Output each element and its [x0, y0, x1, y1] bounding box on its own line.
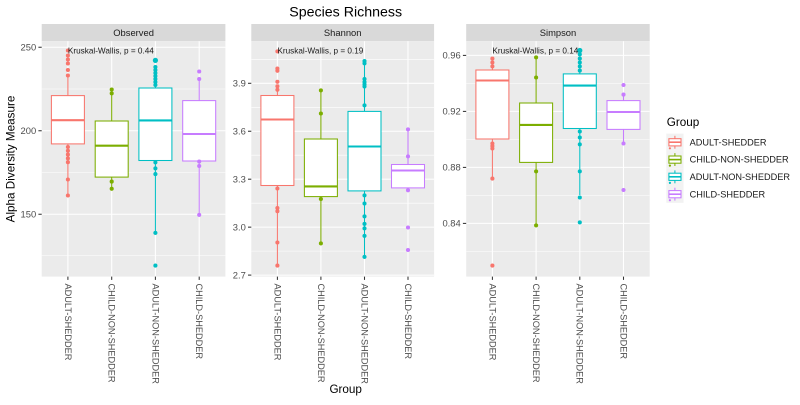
- svg-text:Group: Group: [667, 116, 700, 129]
- svg-text:Alpha Diversity Measure: Alpha Diversity Measure: [4, 96, 17, 223]
- svg-text:CHILD-SHEDDER: CHILD-SHEDDER: [403, 284, 413, 360]
- svg-text:3.6: 3.6: [233, 125, 246, 136]
- svg-text:ADULT-SHEDDER: ADULT-SHEDDER: [487, 284, 497, 361]
- svg-text:Group: Group: [329, 383, 362, 396]
- svg-text:250: 250: [21, 41, 37, 52]
- svg-text:Kruskal-Wallis, p = 0.14: Kruskal-Wallis, p = 0.14: [492, 47, 578, 56]
- svg-text:ADULT-NON-SHEDDER: ADULT-NON-SHEDDER: [359, 284, 369, 385]
- svg-text:0.88: 0.88: [442, 162, 460, 173]
- svg-text:ADULT-SHEDDER: ADULT-SHEDDER: [272, 284, 282, 361]
- svg-text:CHILD-NON-SHEDDER: CHILD-NON-SHEDDER: [690, 155, 789, 165]
- svg-text:Species Richness: Species Richness: [289, 5, 402, 21]
- svg-text:200: 200: [21, 125, 37, 136]
- svg-text:0.92: 0.92: [442, 106, 460, 117]
- svg-text:3.0: 3.0: [233, 221, 246, 232]
- svg-text:Observed: Observed: [113, 27, 154, 38]
- svg-text:CHILD-NON-SHEDDER: CHILD-NON-SHEDDER: [531, 284, 541, 383]
- svg-text:0.84: 0.84: [442, 218, 460, 229]
- svg-text:3.9: 3.9: [233, 77, 246, 88]
- svg-text:ADULT-SHEDDER: ADULT-SHEDDER: [690, 137, 767, 147]
- svg-text:CHILD-SHEDDER: CHILD-SHEDDER: [618, 284, 628, 360]
- svg-text:CHILD-NON-SHEDDER: CHILD-NON-SHEDDER: [107, 284, 117, 383]
- svg-text:ADULT-NON-SHEDDER: ADULT-NON-SHEDDER: [690, 172, 791, 182]
- svg-text:CHILD-SHEDDER: CHILD-SHEDDER: [194, 284, 204, 360]
- svg-text:ADULT-NON-SHEDDER: ADULT-NON-SHEDDER: [575, 284, 585, 385]
- svg-text:Shannon: Shannon: [324, 27, 362, 38]
- svg-text:Kruskal-Wallis, p = 0.44: Kruskal-Wallis, p = 0.44: [68, 47, 154, 56]
- svg-text:ADULT-SHEDDER: ADULT-SHEDDER: [63, 284, 73, 361]
- svg-text:Kruskal-Wallis, p = 0.19: Kruskal-Wallis, p = 0.19: [277, 47, 363, 56]
- svg-text:150: 150: [21, 208, 37, 219]
- svg-text:CHILD-SHEDDER: CHILD-SHEDDER: [690, 189, 766, 199]
- svg-text:0.96: 0.96: [442, 50, 460, 61]
- svg-text:CHILD-NON-SHEDDER: CHILD-NON-SHEDDER: [316, 284, 326, 383]
- svg-text:2.7: 2.7: [233, 269, 246, 280]
- svg-text:3.3: 3.3: [233, 173, 246, 184]
- svg-text:Simpson: Simpson: [540, 27, 576, 38]
- svg-text:ADULT-NON-SHEDDER: ADULT-NON-SHEDDER: [150, 284, 160, 385]
